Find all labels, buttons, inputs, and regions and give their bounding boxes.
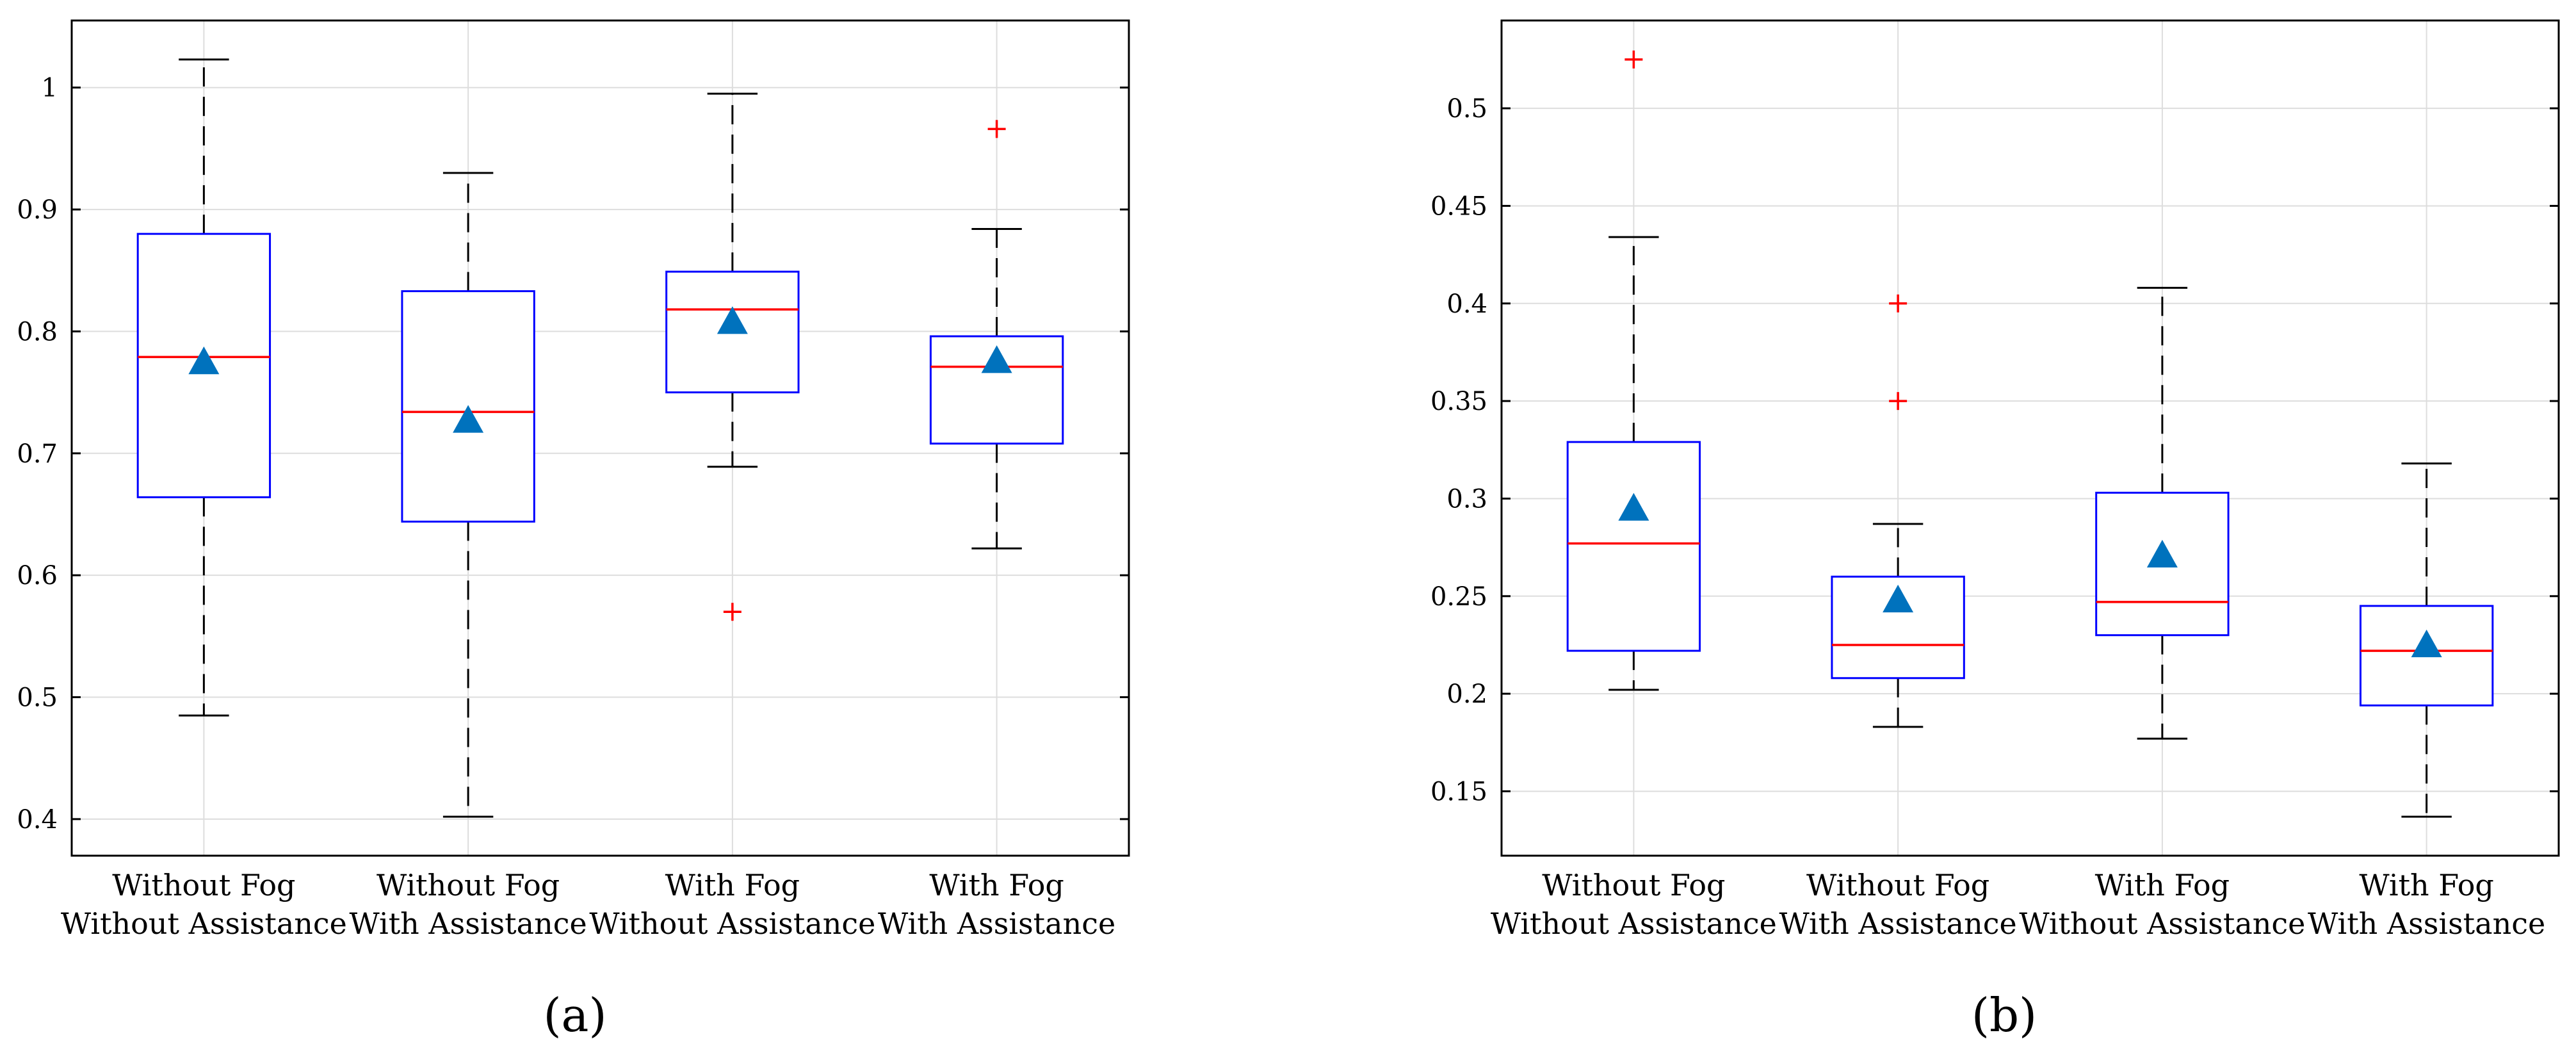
x-category-label-line2: Without Assistance bbox=[1491, 906, 1777, 941]
x-category-label-line1: Without Fog bbox=[112, 868, 295, 902]
y-tick-label: 0.4 bbox=[17, 805, 58, 835]
outlier-marker bbox=[1889, 392, 1908, 411]
panel-label: (b) bbox=[1972, 988, 2037, 1042]
y-tick-label: 0.4 bbox=[1446, 289, 1487, 319]
mean-marker bbox=[1883, 584, 1914, 613]
panel-label: (a) bbox=[543, 988, 606, 1042]
y-tick-label: 0.2 bbox=[1446, 680, 1487, 709]
y-tick-label: 0.25 bbox=[1430, 582, 1487, 612]
mean-marker bbox=[981, 345, 1012, 373]
panel-a-chart: 0.4 0.5 0.6 0.7 0.8 0.9 1 Without Fog Without As… bbox=[17, 19, 1130, 1042]
y-tick-label: 0.6 bbox=[17, 561, 58, 591]
mean-marker bbox=[453, 405, 484, 433]
x-category-label-line2: Without Assistance bbox=[2019, 906, 2305, 941]
mean-marker bbox=[2411, 629, 2442, 658]
outlier-marker bbox=[1624, 50, 1643, 69]
y-tick-label: 0.15 bbox=[1430, 777, 1487, 806]
y-tick-label: 0.8 bbox=[17, 317, 58, 347]
mean-marker bbox=[188, 347, 220, 375]
x-category-label-line1: With Fog bbox=[2095, 868, 2230, 902]
outlier-marker bbox=[987, 120, 1006, 138]
x-category-label-line2: With Assistance bbox=[2308, 906, 2545, 941]
y-tick-label: 0.5 bbox=[1446, 94, 1487, 124]
outlier-marker bbox=[1889, 294, 1908, 313]
y-tick-label: 0.45 bbox=[1430, 192, 1487, 221]
x-category-label-line2: With Assistance bbox=[878, 906, 1115, 941]
mean-marker bbox=[717, 306, 748, 334]
x-category-label-line1: With Fog bbox=[929, 868, 1064, 902]
panel-b-chart: 0.15 0.2 0.25 0.3 0.35 0.4 0.45 0.5 Without Fog W… bbox=[1430, 19, 2560, 1042]
mean-marker bbox=[1618, 493, 1649, 521]
y-tick-label: 0.9 bbox=[17, 195, 58, 225]
x-category-label-line1: With Fog bbox=[665, 868, 800, 902]
x-category-label-line2: With Assistance bbox=[350, 906, 587, 941]
x-category-label-line1: With Fog bbox=[2359, 868, 2493, 902]
iqr-box bbox=[1566, 441, 1701, 652]
x-category-label-line2: Without Assistance bbox=[589, 906, 875, 941]
x-category-label-line2: Without Assistance bbox=[61, 906, 347, 941]
x-category-label-line1: Without Fog bbox=[377, 868, 560, 902]
y-tick-label: 0.7 bbox=[17, 439, 58, 469]
x-category-label-line1: Without Fog bbox=[1542, 868, 1725, 902]
mean-marker bbox=[2146, 539, 2178, 568]
x-category-label-line1: Without Fog bbox=[1806, 868, 1989, 902]
axes-frame bbox=[1500, 19, 2560, 857]
y-tick-label: 0.3 bbox=[1446, 484, 1487, 514]
outlier-marker bbox=[723, 603, 741, 621]
y-tick-label: 1 bbox=[42, 74, 58, 103]
y-tick-label: 0.5 bbox=[17, 683, 58, 713]
x-category-label-line2: With Assistance bbox=[1779, 906, 2017, 941]
axes-frame bbox=[70, 19, 1130, 857]
y-tick-label: 0.35 bbox=[1430, 387, 1487, 416]
